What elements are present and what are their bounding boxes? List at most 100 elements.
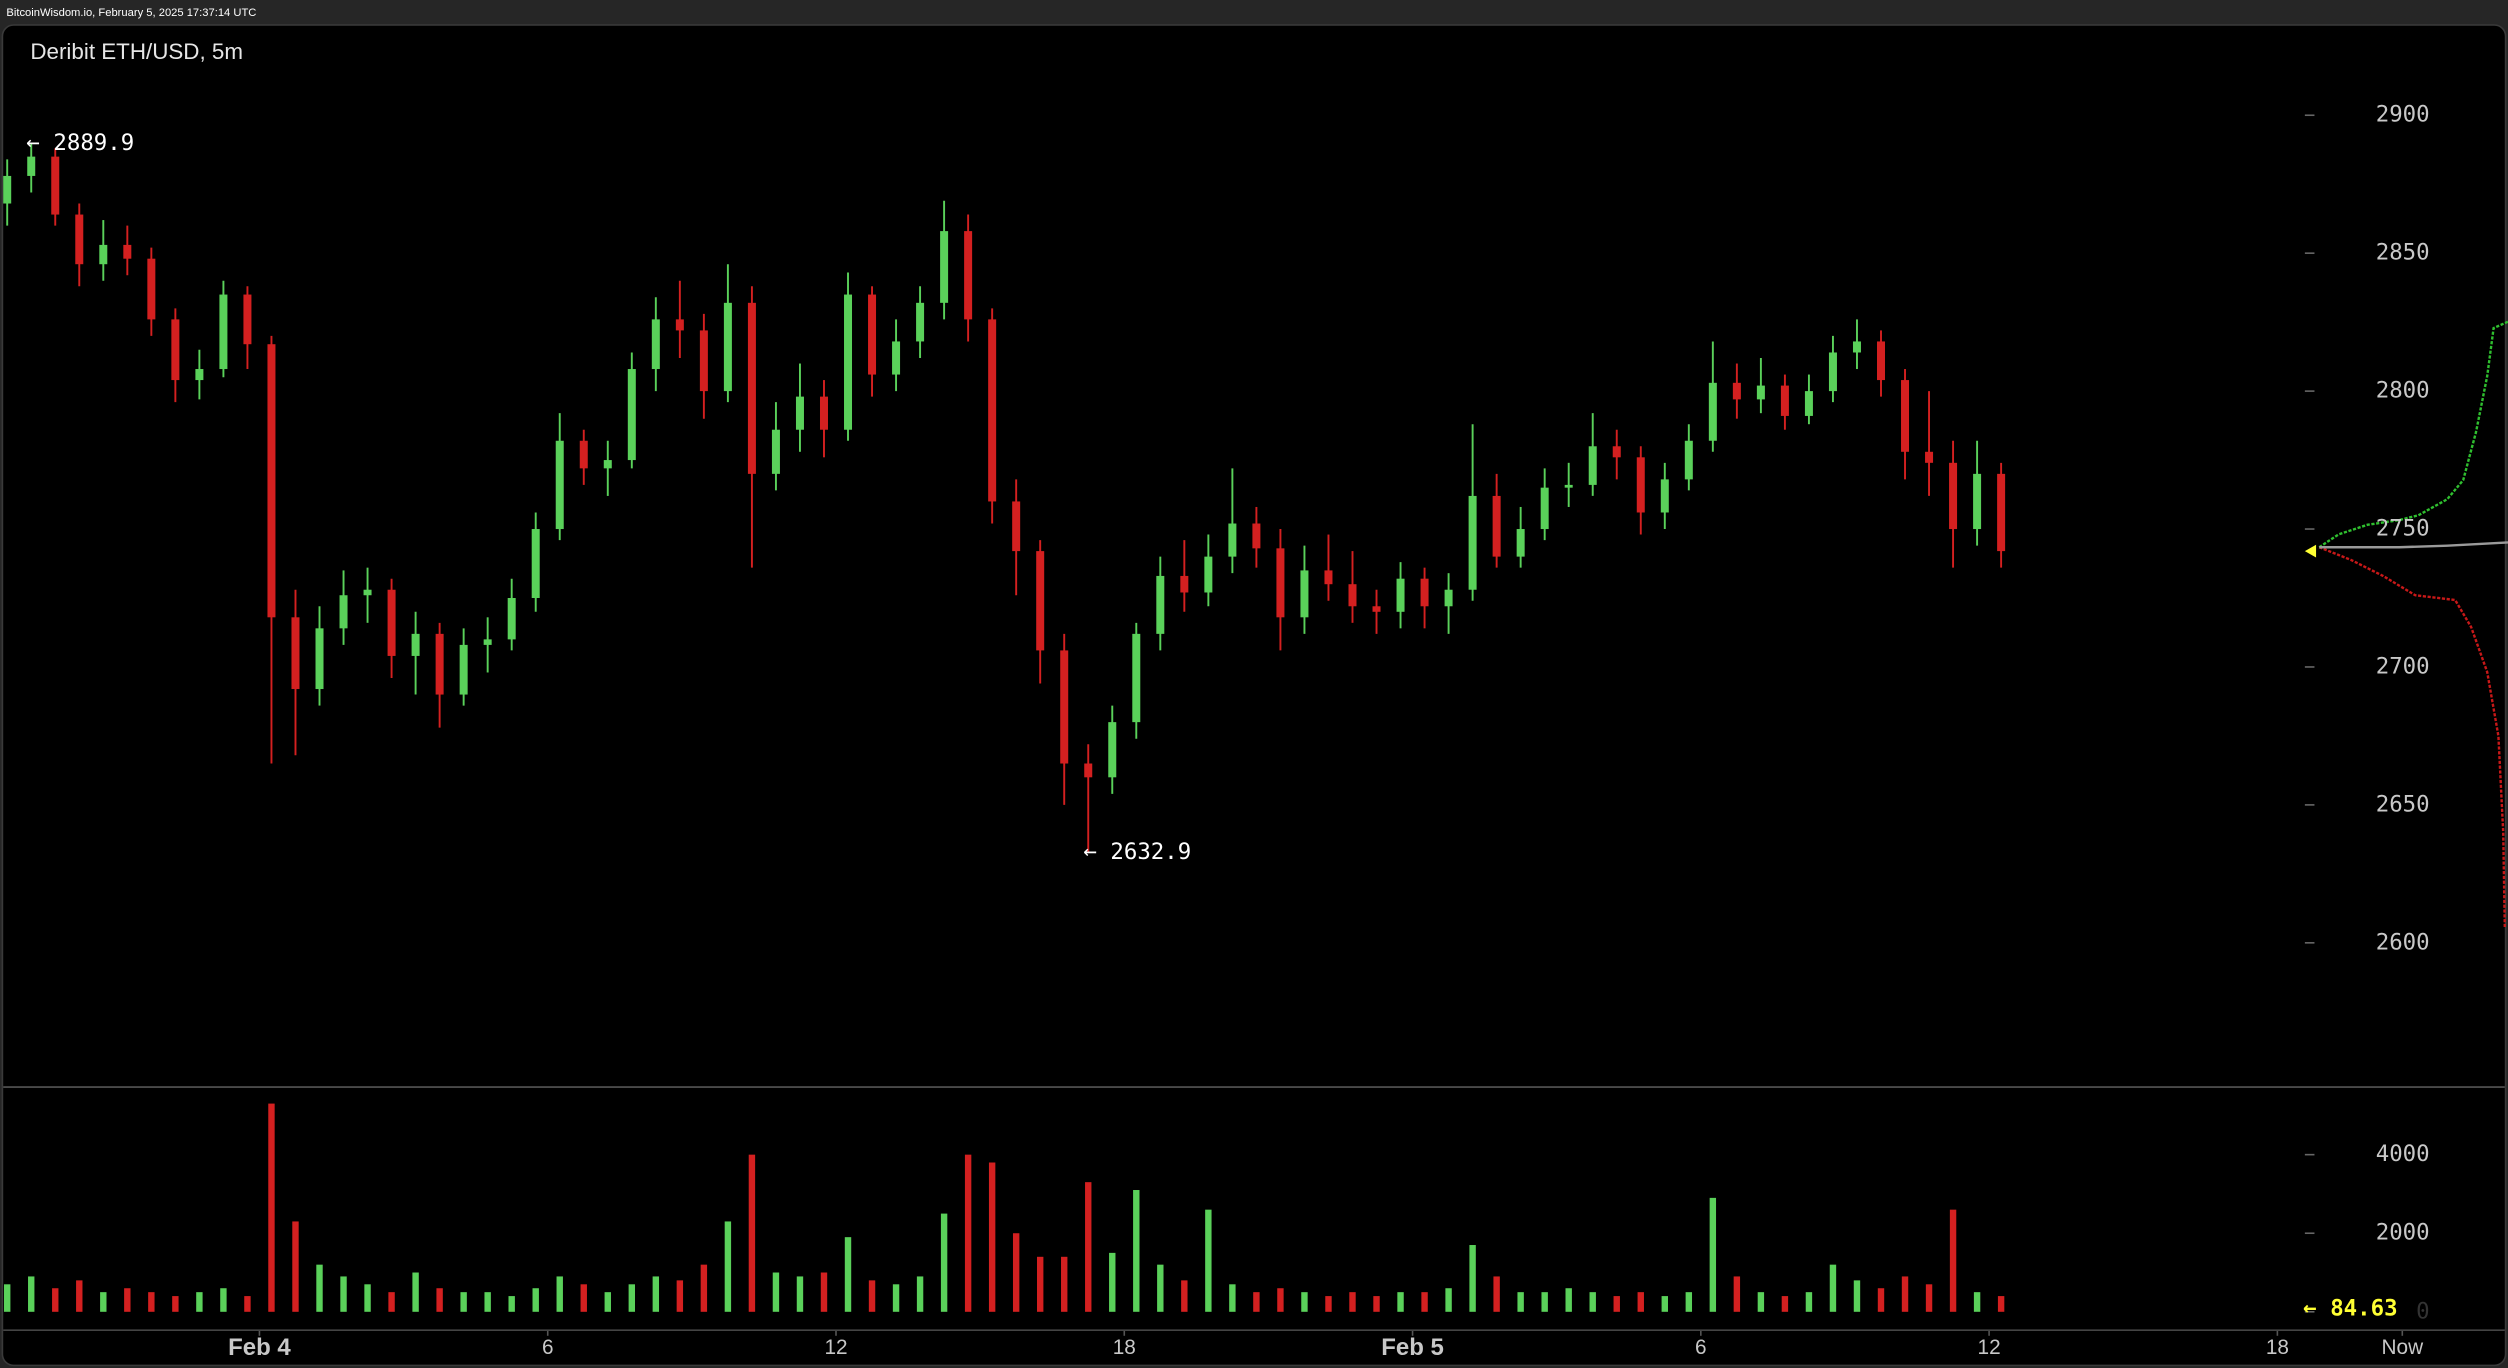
- candle-body: [99, 244, 108, 265]
- y-tick-label: 2900: [2376, 102, 2430, 128]
- volume-bar: [844, 1237, 852, 1312]
- candle-body: [1348, 584, 1357, 607]
- volume-bar: [4, 1284, 11, 1312]
- volume-bar: [772, 1272, 780, 1312]
- candle-body: [1324, 570, 1333, 585]
- candle-body: [868, 294, 877, 375]
- candle-body: [651, 319, 660, 370]
- candle-body: [291, 617, 300, 690]
- volume-bar: [1829, 1264, 1837, 1312]
- volume-bar: [220, 1288, 227, 1312]
- candle-body: [1828, 352, 1837, 392]
- candle-body: [579, 440, 588, 469]
- candle-body: [363, 589, 372, 596]
- candle-body: [555, 440, 564, 530]
- volume-bar: [1805, 1292, 1813, 1312]
- y-tick-label: 2750: [2376, 516, 2430, 542]
- volume-bar: [1012, 1233, 1020, 1312]
- candle-body: [1804, 391, 1813, 416]
- candle-body: [1492, 495, 1501, 557]
- volume-bar: [196, 1292, 203, 1312]
- candle-body: [1588, 446, 1597, 485]
- x-tick-label: 18: [2266, 1336, 2289, 1359]
- volume-bar: [700, 1264, 708, 1312]
- candle-body: [1852, 341, 1861, 353]
- candle-body: [1084, 763, 1093, 778]
- volume-bar: [1036, 1256, 1044, 1312]
- candle-body: [123, 244, 132, 259]
- candle-body: [27, 156, 36, 176]
- candle-body: [51, 156, 60, 215]
- x-tick-label: 18: [1113, 1336, 1136, 1359]
- candle-body: [1036, 551, 1045, 651]
- volume-bar: [76, 1280, 83, 1312]
- candle-body: [844, 294, 853, 430]
- volume-bar: [1181, 1280, 1188, 1312]
- volume-bar: [1133, 1190, 1140, 1312]
- last-price-marker: [2304, 544, 2317, 558]
- candle-body: [1708, 382, 1717, 441]
- volume-bar: [1901, 1276, 1909, 1312]
- volume-bar: [1445, 1288, 1452, 1312]
- candle-body: [1468, 495, 1477, 590]
- candle-body: [171, 319, 180, 381]
- volume-tick-label: 4000: [2376, 1141, 2430, 1167]
- volume-bar: [1325, 1296, 1332, 1312]
- x-tick-label: 6: [542, 1336, 554, 1359]
- candle-body: [411, 633, 420, 656]
- candle-body: [1732, 382, 1741, 400]
- volume-bar: [52, 1288, 59, 1312]
- candle-body: [195, 369, 204, 381]
- y-tick-label: 2850: [2376, 240, 2430, 266]
- candle-body: [219, 294, 228, 370]
- volume-bar: [1349, 1292, 1356, 1312]
- candle-body: [795, 396, 804, 430]
- candle-body: [1997, 473, 2006, 552]
- volume-bar: [292, 1221, 299, 1312]
- y-tick-label: 2700: [2376, 653, 2430, 679]
- candle-body: [1612, 446, 1621, 458]
- volume-bar: [1781, 1296, 1789, 1312]
- x-tick-label: Feb 5: [1381, 1334, 1444, 1361]
- candle-body: [267, 344, 276, 618]
- candle-body: [1132, 633, 1141, 723]
- volume-bar: [1925, 1284, 1933, 1312]
- volume-bar: [1973, 1292, 1981, 1312]
- candle-body: [1204, 556, 1213, 593]
- candle-body: [1156, 575, 1165, 634]
- volume-bar: [484, 1292, 491, 1312]
- candle-body: [1925, 451, 1934, 463]
- extreme-annotation: ← 2889.9: [26, 130, 134, 156]
- volume-bar: [1541, 1292, 1548, 1312]
- candle-body: [3, 175, 12, 204]
- volume-bar: [268, 1103, 275, 1312]
- candle-body: [507, 597, 516, 640]
- volume-bar: [1565, 1288, 1572, 1312]
- candle-body: [1901, 380, 1910, 452]
- volume-bar: [1301, 1292, 1308, 1312]
- candle-body: [1444, 589, 1453, 607]
- extreme-value: 2632.9: [1110, 839, 1191, 865]
- candle-body: [1564, 484, 1573, 488]
- candle-body: [940, 231, 949, 303]
- volume-bar: [1613, 1296, 1620, 1312]
- volume-bar: [1877, 1288, 1885, 1312]
- y-tick-label: 2800: [2376, 378, 2430, 404]
- candle-body: [1636, 457, 1645, 513]
- volume-bar: [1373, 1296, 1380, 1312]
- volume-bar: [1085, 1182, 1092, 1312]
- candle-body: [819, 396, 828, 430]
- candle-body: [675, 319, 684, 331]
- candle-body: [1228, 523, 1237, 557]
- volume-bar: [556, 1276, 563, 1312]
- volume-bar: [1685, 1292, 1693, 1312]
- candle-body: [1060, 650, 1069, 764]
- volume-bar: [388, 1292, 395, 1312]
- volume-bar: [1469, 1245, 1476, 1312]
- volume-bar: [1109, 1252, 1116, 1312]
- depth-asks: [2318, 546, 2507, 928]
- candle-body: [1420, 578, 1429, 607]
- depth-bids: [2318, 320, 2508, 549]
